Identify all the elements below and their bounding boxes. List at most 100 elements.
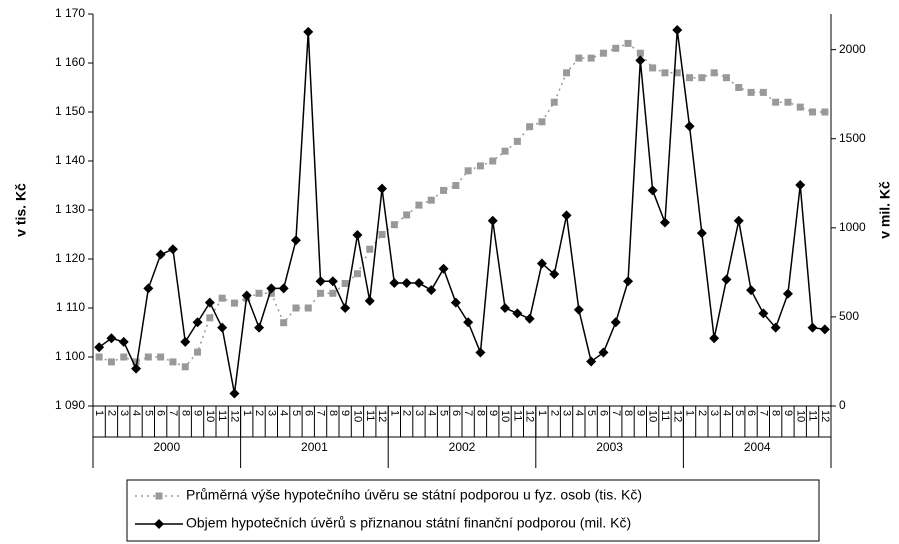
point (169, 358, 177, 366)
y2-tick-label: 2000 (839, 42, 866, 56)
point (278, 283, 289, 294)
point (610, 317, 621, 328)
y-tick-label: 1 110 (56, 300, 85, 314)
y2-tick-label: 0 (839, 398, 846, 412)
point (106, 333, 117, 344)
point (218, 294, 226, 302)
y-tick-label: 1 140 (55, 153, 85, 167)
point (550, 98, 558, 106)
legend-label: Objem hypotečních úvěrů s přiznanou stát… (186, 515, 631, 531)
point (733, 215, 744, 226)
y2-axis-title: v mil. Kč (877, 181, 893, 239)
point (746, 285, 757, 296)
point (327, 276, 338, 287)
point (131, 363, 142, 374)
legend-label: Průměrná výše hypotečního úvěru se státn… (186, 487, 642, 503)
point (452, 182, 460, 189)
x-tick-label: 7 (167, 410, 179, 416)
point (157, 353, 165, 361)
point (303, 26, 314, 37)
x-group-label: 2002 (449, 440, 476, 454)
y-tick-label: 1 150 (55, 104, 85, 118)
x-tick-label: 3 (265, 410, 277, 416)
point (709, 333, 720, 344)
point (475, 347, 486, 358)
point (180, 336, 191, 347)
point (536, 258, 547, 269)
point (426, 285, 437, 296)
point (366, 245, 374, 253)
point (500, 303, 511, 313)
point (229, 388, 240, 399)
point (144, 353, 152, 361)
point (758, 308, 769, 319)
x-group-label: 2000 (153, 440, 180, 454)
y-tick-label: 1 170 (55, 6, 85, 20)
x-tick-label: 12 (524, 410, 536, 422)
point (635, 55, 646, 66)
point (561, 210, 572, 221)
point (181, 363, 189, 371)
point (341, 280, 349, 287)
x-tick-label: 7 (610, 410, 622, 416)
point (549, 269, 560, 280)
x-tick-label: 12 (229, 410, 241, 422)
x-tick-label: 9 (192, 410, 204, 416)
point (317, 289, 325, 297)
y-tick-label: 1 160 (55, 55, 85, 69)
x-tick-label: 6 (155, 410, 167, 416)
point (107, 358, 115, 366)
point (524, 313, 535, 324)
x-tick-label: 2 (696, 410, 708, 416)
point (241, 290, 252, 301)
y2-tick-label: 500 (839, 309, 859, 323)
x-group-label: 2003 (596, 440, 623, 454)
x-tick-label: 1 (93, 410, 105, 416)
point (661, 69, 669, 77)
x-tick-label: 4 (278, 410, 290, 416)
point (807, 322, 818, 333)
x-tick-label: 4 (721, 410, 733, 416)
point (809, 108, 817, 116)
point (772, 98, 780, 106)
point (599, 49, 607, 57)
x-tick-label: 7 (315, 410, 327, 416)
point (487, 215, 498, 226)
y-tick-label: 1 100 (55, 349, 85, 363)
point (413, 278, 424, 289)
x-tick-label: 5 (290, 410, 302, 416)
point (649, 64, 657, 72)
point (254, 322, 265, 333)
point (204, 297, 215, 308)
point (329, 289, 337, 297)
point (684, 121, 695, 132)
x-tick-label: 10 (647, 410, 659, 422)
point (304, 304, 312, 312)
point (513, 137, 521, 145)
x-tick-label: 1 (684, 410, 696, 416)
x-tick-label: 10 (204, 410, 216, 422)
point (280, 319, 288, 327)
point (489, 157, 497, 165)
point (118, 336, 129, 347)
point (194, 348, 202, 356)
point (659, 217, 670, 228)
x-tick-label: 11 (511, 410, 523, 421)
point (721, 274, 732, 285)
x-tick-label: 3 (561, 410, 573, 416)
x-tick-label: 11 (364, 410, 376, 421)
point (747, 88, 755, 96)
y2-tick-label: 1000 (839, 220, 866, 234)
x-tick-label: 4 (573, 410, 585, 416)
x-tick-label: 8 (179, 410, 191, 416)
point (364, 295, 375, 306)
point (94, 342, 105, 353)
point (401, 278, 412, 289)
point (673, 69, 681, 77)
x-group-label: 2004 (744, 440, 771, 454)
point (353, 270, 361, 278)
point (722, 74, 730, 82)
y2-tick-label: 1500 (839, 131, 866, 145)
point (735, 84, 743, 91)
x-tick-label: 2 (106, 410, 118, 416)
